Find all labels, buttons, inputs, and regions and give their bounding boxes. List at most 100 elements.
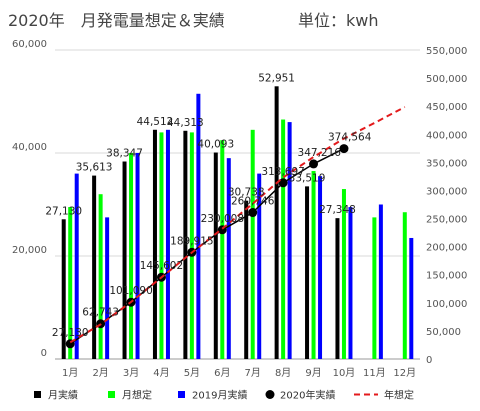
cumulative-value-label: 62,743 [82, 307, 119, 319]
monthly-value-label: 33,519 [289, 172, 326, 184]
left-tick-label: 60,000 [12, 39, 47, 50]
bar [165, 129, 170, 359]
right-tick-label: 0 [426, 355, 432, 366]
chart-title: 2020年 月発電量想定＆実績 [8, 11, 225, 30]
right-tick-label: 550,000 [426, 46, 467, 57]
legend: 月実績 月想定 2019月実績 2020年実績 年想定 [34, 389, 414, 402]
right-tick-label: 500,000 [426, 74, 467, 85]
legend-label: 2019月実績 [192, 389, 247, 402]
bar [402, 212, 407, 359]
bar [152, 129, 157, 359]
cumulative-point [309, 159, 319, 169]
monthly-value-label: 52,951 [258, 72, 295, 84]
x-tick-label: 8月 [275, 367, 291, 379]
bar [129, 153, 134, 359]
bar [318, 176, 323, 359]
bar [196, 93, 201, 360]
bar [311, 171, 316, 359]
bar [281, 119, 286, 360]
cumulative-value-label: 145,602 [140, 260, 183, 272]
cumulative-point [248, 208, 258, 218]
monthly-value-label: 44,313 [167, 117, 204, 129]
legend-label: 月実績 [48, 389, 78, 402]
x-tick-label: 12月 [393, 367, 416, 379]
x-tick-label: 1月 [62, 367, 78, 379]
unit-label: 単位：kwh [298, 11, 379, 30]
bar [305, 186, 310, 359]
bar [378, 204, 383, 359]
cumulative-value-label: 260,746 [231, 196, 275, 208]
legend-swatch [108, 391, 115, 398]
bar [250, 129, 255, 359]
monthly-value-label: 27,348 [319, 204, 356, 216]
right-tick-label: 100,000 [426, 299, 467, 310]
left-tick-label: 0 [41, 348, 47, 359]
cumulative-lines [65, 106, 406, 349]
bar [226, 158, 231, 359]
bar [122, 161, 127, 359]
bar [74, 173, 79, 359]
bar [274, 86, 279, 359]
bar [159, 132, 164, 359]
bar [68, 207, 73, 359]
bar [244, 200, 249, 359]
bar [257, 173, 262, 359]
gridlines [55, 49, 420, 360]
right-tick-label: 300,000 [426, 186, 467, 197]
legend-swatch [178, 391, 185, 398]
legend-swatch [34, 391, 41, 398]
bar [348, 207, 353, 359]
left-axis: 0 20,000 40,000 60,000 [12, 39, 47, 359]
cumulative-value-label: 101,090 [109, 285, 152, 297]
monthly-value-label: 27,130 [45, 205, 82, 217]
x-tick-label: 3月 [123, 367, 139, 379]
cumulative-value-label: 374,564 [328, 132, 372, 144]
x-axis: 1月 2月 3月 4月 5月 6月 7月 8月 9月 10月 11月 12月 [62, 367, 416, 379]
monthly-value-label: 38,347 [106, 148, 143, 160]
right-tick-label: 50,000 [426, 327, 461, 338]
cumulative-value-label: 27,130 [52, 327, 89, 339]
right-tick-label: 400,000 [426, 130, 467, 141]
legend-label: 年想定 [384, 389, 414, 402]
right-tick-label: 200,000 [426, 243, 467, 254]
right-axis: 0 50,000 100,000 150,000 200,000 250,000 300,0… [426, 46, 467, 366]
x-tick-label: 9月 [305, 367, 321, 379]
right-tick-label: 450,000 [426, 102, 467, 113]
bar [189, 132, 194, 359]
monthly-value-label: 35,613 [76, 162, 113, 174]
bar [135, 153, 140, 359]
bar [105, 217, 110, 359]
x-tick-label: 10月 [333, 367, 356, 379]
bars [61, 86, 414, 360]
bar [213, 152, 218, 359]
x-tick-label: 4月 [153, 367, 169, 379]
bar [98, 194, 103, 359]
right-tick-label: 150,000 [426, 271, 467, 282]
monthly-value-label: 44,512 [137, 116, 174, 128]
x-tick-label: 6月 [214, 367, 230, 379]
bar [287, 122, 292, 359]
legend-marker [265, 390, 275, 399]
bar [183, 130, 188, 359]
right-tick-label: 350,000 [426, 158, 467, 169]
monthly-value-label: 30,738 [228, 187, 265, 199]
legend-label: 月想定 [122, 389, 152, 402]
left-tick-label: 40,000 [12, 142, 47, 153]
bar [220, 140, 225, 359]
x-tick-label: 2月 [92, 367, 108, 379]
monthly-value-label: 40,093 [197, 139, 234, 151]
bar [92, 175, 97, 359]
left-tick-label: 20,000 [12, 245, 47, 256]
bar [341, 189, 346, 359]
cumulative-value-label: 189,915 [170, 235, 213, 247]
cumulative-point [339, 144, 349, 154]
legend-label: 2020年実績 [280, 389, 335, 402]
cumulative-value-label: 313,697 [261, 166, 304, 178]
x-tick-label: 5月 [184, 367, 200, 379]
cumulative-point [278, 178, 288, 188]
cumulative-value-label: 347,216 [298, 147, 342, 159]
bar [409, 237, 414, 359]
x-tick-label: 7月 [245, 367, 261, 379]
